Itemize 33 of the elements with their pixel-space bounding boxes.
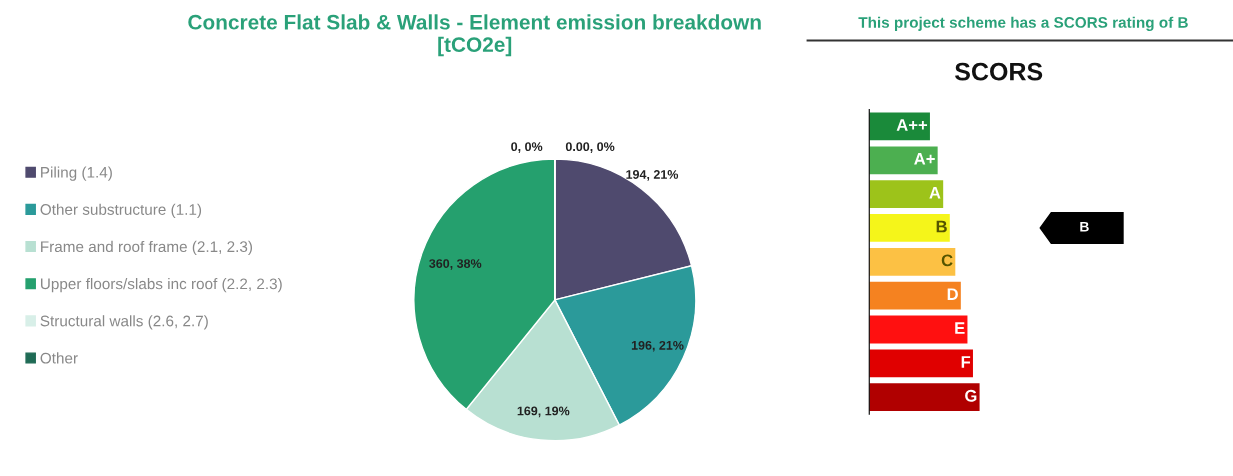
bar bbox=[869, 146, 938, 175]
y-tick-label: G bbox=[965, 389, 977, 402]
text: B bbox=[1080, 221, 1089, 232]
data-label: 194, 21% bbox=[626, 170, 679, 181]
legend-label: Other substructure (1.1) bbox=[40, 203, 202, 218]
legend-label: Other bbox=[40, 352, 78, 364]
bar bbox=[869, 214, 950, 242]
y-tick-label: C bbox=[941, 254, 953, 267]
y-tick-label: F bbox=[961, 356, 971, 368]
legend-label: Piling (1.4) bbox=[41, 166, 112, 181]
legend-label: Structural walls (2.6, 2.7) bbox=[40, 315, 208, 330]
bar bbox=[869, 383, 980, 412]
legend-label: Upper floors/slabs inc roof (2.2, 2.3) bbox=[41, 278, 282, 293]
bar bbox=[869, 180, 944, 208]
text: This project scheme has a SCORS rating of B bbox=[858, 16, 1188, 31]
bar bbox=[869, 315, 968, 344]
y-tick-label: A bbox=[929, 186, 941, 199]
bar bbox=[869, 349, 973, 378]
bar bbox=[869, 281, 961, 310]
data-label: 360, 38% bbox=[429, 259, 482, 270]
y-tick-label: E bbox=[955, 322, 965, 334]
text: 0.00, 0% bbox=[565, 142, 615, 153]
chart-subtitle: SCORS bbox=[955, 62, 1043, 81]
legend-label: Frame and roof frame (2.1, 2.3) bbox=[41, 240, 253, 256]
y-tick-label: D bbox=[947, 288, 958, 300]
data-label: 169, 19% bbox=[517, 406, 570, 418]
text: 0, 0% bbox=[511, 142, 543, 153]
data-label: 196, 21% bbox=[631, 340, 684, 352]
bar bbox=[869, 247, 956, 276]
y-tick-label: B bbox=[936, 220, 947, 233]
chart-title: Concrete Flat Slab & Walls - Element emission breakdown [tCO2e] bbox=[188, 14, 761, 57]
y-tick-label: A+ bbox=[914, 153, 935, 165]
y-tick-label: A++ bbox=[896, 119, 928, 131]
